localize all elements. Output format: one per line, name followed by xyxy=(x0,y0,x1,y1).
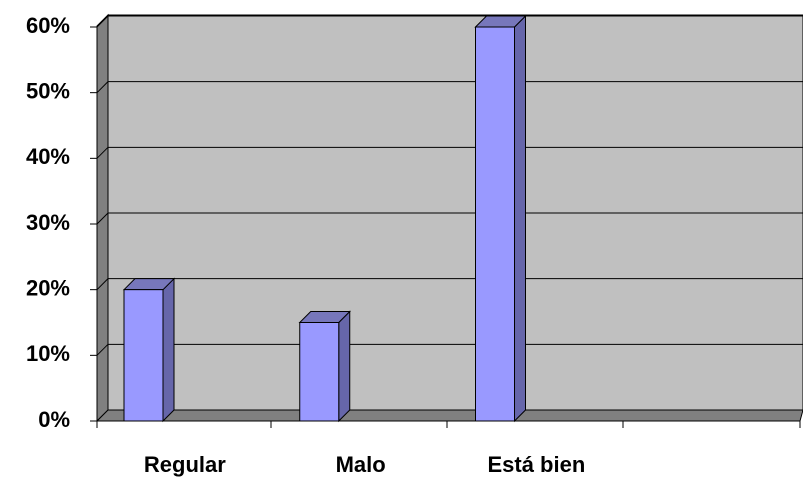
grid-line xyxy=(96,343,803,356)
bar-side xyxy=(338,310,351,423)
x-tick-label: Malo xyxy=(336,452,386,477)
x-tick-label: Regular xyxy=(144,452,226,477)
bar xyxy=(299,322,340,422)
y-tick-label: 60% xyxy=(26,13,70,38)
grid-line xyxy=(96,278,803,291)
y-tick-label: 30% xyxy=(26,210,70,235)
y-tick-label: 10% xyxy=(26,341,70,366)
grid-line xyxy=(96,146,803,159)
y-tick-label: 20% xyxy=(26,275,70,300)
floor xyxy=(95,409,803,422)
x-tick-label: Está bien xyxy=(487,452,585,477)
bar xyxy=(475,26,515,422)
category-ticks xyxy=(96,421,801,428)
bar xyxy=(123,289,164,422)
grid-line xyxy=(96,81,803,94)
grid-line xyxy=(96,212,803,225)
y-tick-label: 0% xyxy=(38,407,70,432)
y-tick-label: 40% xyxy=(26,144,70,169)
bar-side xyxy=(514,14,526,423)
grid-line xyxy=(96,15,803,28)
bar-side xyxy=(162,277,175,423)
y-tick-label: 50% xyxy=(26,78,70,103)
